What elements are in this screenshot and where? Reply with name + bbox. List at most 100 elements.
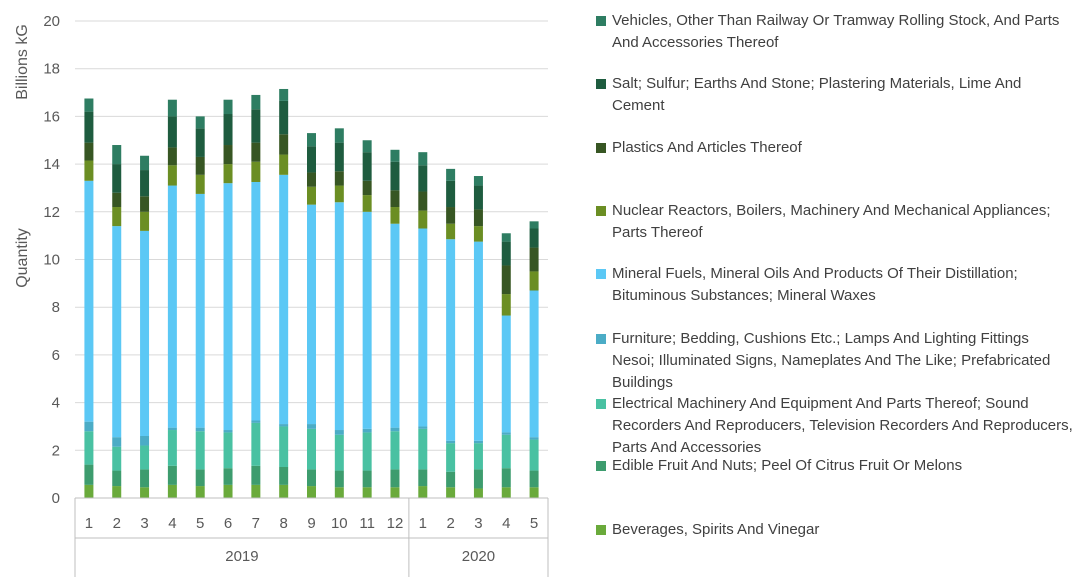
bar-segment bbox=[140, 170, 150, 197]
bar-segment bbox=[279, 466, 289, 485]
bar-segment bbox=[307, 486, 316, 498]
bar-segment bbox=[279, 426, 289, 467]
bar-segment bbox=[251, 94, 261, 110]
bar-segment bbox=[195, 156, 205, 175]
bar-segment bbox=[112, 446, 122, 471]
y-tick-label: 0 bbox=[52, 490, 60, 507]
y-tick-label: 2 bbox=[52, 442, 60, 459]
y-axis-title: Quantity bbox=[14, 228, 31, 288]
bar-segment bbox=[195, 128, 205, 157]
bar-segment bbox=[140, 196, 150, 212]
bar-segment bbox=[307, 146, 316, 173]
x-tick-label: 7 bbox=[252, 515, 260, 532]
bar-segment bbox=[390, 223, 400, 428]
bar-segment bbox=[473, 226, 483, 242]
bar-segment bbox=[167, 185, 177, 428]
bar-segment bbox=[195, 431, 205, 470]
legend-label: Mineral Fuels, Mineral Oils And Products… bbox=[612, 265, 1018, 304]
bar-segment bbox=[473, 469, 483, 489]
x-tick-label: 9 bbox=[307, 515, 315, 532]
bar-segment bbox=[140, 155, 150, 171]
y-tick-label: 12 bbox=[43, 204, 60, 221]
x-tick-label: 10 bbox=[331, 515, 348, 532]
bar-segment bbox=[418, 426, 428, 429]
bar-segment bbox=[112, 470, 122, 487]
bar-segment bbox=[167, 484, 177, 498]
bar-segment bbox=[446, 207, 456, 224]
bar-segment bbox=[529, 437, 539, 440]
bar-segment bbox=[279, 88, 289, 101]
bar-segment bbox=[334, 430, 344, 435]
year-group-label: 2020 bbox=[462, 548, 495, 565]
legend-label: Vehicles, Other Than Railway Or Tramway … bbox=[612, 12, 1060, 51]
x-tick-label: 12 bbox=[387, 515, 404, 532]
legend-label: Salt; Sulfur; Earths And Stone; Plasteri… bbox=[612, 75, 1022, 114]
bar-segment bbox=[362, 180, 372, 196]
bar-segment bbox=[390, 161, 400, 191]
bar-segment bbox=[501, 241, 511, 266]
bar-segment bbox=[473, 443, 483, 470]
bar-segment bbox=[390, 487, 400, 498]
bar-segment bbox=[446, 443, 456, 472]
bar-segment bbox=[529, 470, 539, 488]
bar-segment bbox=[529, 439, 539, 471]
bar-segment bbox=[307, 133, 316, 147]
bar-segment bbox=[167, 430, 177, 466]
bar-segment bbox=[529, 247, 539, 272]
bar-segment bbox=[251, 484, 261, 498]
y-tick-label: 8 bbox=[52, 299, 60, 316]
bar-segment bbox=[279, 134, 289, 155]
bar-segment bbox=[418, 486, 428, 498]
bar-segment bbox=[84, 421, 94, 432]
y-tick-label: 14 bbox=[43, 156, 60, 173]
bar-segment bbox=[334, 202, 344, 431]
x-tick-label: 4 bbox=[502, 515, 510, 532]
bar-segment bbox=[195, 193, 205, 428]
bar-segment bbox=[334, 185, 344, 203]
bar-segment bbox=[362, 470, 372, 488]
x-tick-label: 3 bbox=[474, 515, 482, 532]
bar-segment bbox=[140, 211, 150, 231]
bar-segment bbox=[307, 424, 316, 429]
bar-segment bbox=[307, 469, 316, 487]
legend-swatch bbox=[596, 461, 606, 471]
bar-segment bbox=[390, 207, 400, 224]
bar-segment bbox=[334, 470, 344, 488]
x-tick-label: 2 bbox=[446, 515, 454, 532]
bar-segment bbox=[223, 145, 233, 165]
x-tick-label: 5 bbox=[196, 515, 204, 532]
bar-segment bbox=[112, 486, 122, 498]
legend-label: Electrical Machinery And Equipment And P… bbox=[612, 395, 1073, 456]
bar-segment bbox=[529, 221, 539, 229]
bar-segment bbox=[362, 428, 372, 433]
bar-segment bbox=[307, 204, 316, 425]
bar-segment bbox=[112, 164, 122, 193]
bar-segment bbox=[84, 464, 94, 485]
bar-segment bbox=[362, 211, 372, 429]
x-tick-label: 6 bbox=[224, 515, 232, 532]
bar-segment bbox=[418, 152, 428, 166]
bar-segment bbox=[195, 116, 205, 129]
bar-segment bbox=[446, 180, 456, 208]
bar-segment bbox=[362, 140, 372, 153]
bar-segment bbox=[501, 487, 511, 498]
bar-segment bbox=[223, 430, 233, 433]
legend-label: Furniture; Bedding, Cushions Etc.; Lamps… bbox=[612, 330, 1051, 391]
bar-segment bbox=[251, 181, 261, 421]
bar-segment bbox=[473, 185, 483, 210]
x-tick-label: 11 bbox=[359, 515, 375, 532]
legend-swatch bbox=[596, 79, 606, 89]
bar-segment bbox=[501, 315, 511, 433]
x-tick-label: 2 bbox=[113, 515, 121, 532]
bar-segment bbox=[279, 174, 289, 425]
legend-swatch bbox=[596, 269, 606, 279]
y-tick-label: 10 bbox=[43, 252, 60, 269]
legend-swatch bbox=[596, 399, 606, 409]
bar-segment bbox=[84, 431, 94, 465]
bar-segment bbox=[140, 445, 150, 470]
bar-segment bbox=[529, 290, 539, 438]
bar-segment bbox=[390, 149, 400, 162]
bar-segment bbox=[362, 152, 372, 181]
bar-segment bbox=[251, 465, 261, 485]
legend-label: Edible Fruit And Nuts; Peel Of Citrus Fr… bbox=[612, 457, 963, 474]
